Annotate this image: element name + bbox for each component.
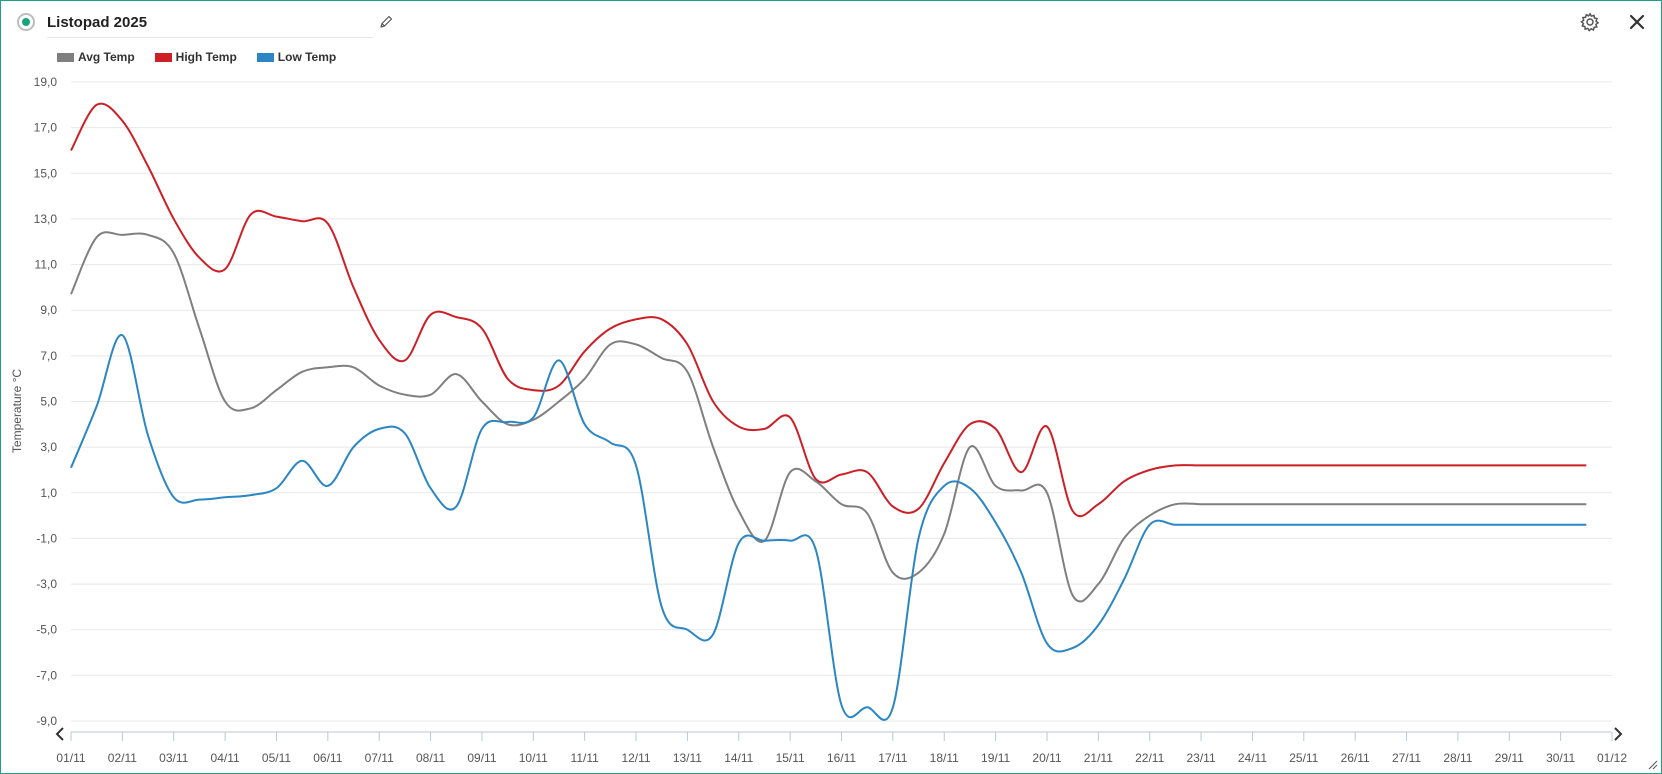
x-tick-label: 14/11 (724, 751, 753, 765)
y-tick-label: -5,0 (36, 623, 57, 637)
grid-lines (71, 81, 1612, 722)
y-tick-label: 15,0 (34, 166, 58, 180)
title-field[interactable]: Listopad 2025 (47, 11, 373, 38)
gear-icon[interactable] (1580, 12, 1600, 32)
x-tick-label: 07/11 (365, 751, 394, 765)
y-tick-label: 5,0 (40, 395, 57, 409)
legend-item[interactable]: High Temp (154, 50, 237, 64)
x-tick-label: 06/11 (313, 751, 342, 765)
x-tick-label: 25/11 (1289, 751, 1318, 765)
x-tick-label: 17/11 (878, 751, 907, 765)
chevron-right-icon[interactable] (1614, 727, 1623, 741)
panel-title: Listopad 2025 (47, 14, 148, 31)
y-tick-label: -9,0 (36, 714, 57, 728)
x-tick-label: 01/11 (56, 751, 85, 765)
y-tick-label: 7,0 (40, 349, 57, 363)
x-tick-label: 15/11 (776, 751, 805, 765)
x-tick-label: 09/11 (467, 751, 496, 765)
series-line-high-temp (70, 102, 1587, 518)
x-tick-label: 30/11 (1546, 751, 1575, 765)
chart-legend: Avg Temp High Temp Low Temp (57, 48, 356, 66)
x-tick-label: 27/11 (1392, 751, 1421, 765)
y-tick-label: 17,0 (34, 121, 58, 135)
x-tick-label: 08/11 (416, 751, 445, 765)
status-dot-icon (17, 13, 35, 31)
panel-header: Listopad 2025 (1, 1, 1661, 45)
y-axis-title: Temperature °C (10, 369, 24, 453)
y-tick-label: 19,0 (34, 75, 58, 89)
legend-label: High Temp (175, 50, 237, 64)
x-tick-label: 21/11 (1084, 751, 1113, 765)
series-line-avg-temp (70, 231, 1587, 603)
x-tick-label: 24/11 (1238, 751, 1267, 765)
y-tick-label: 13,0 (34, 212, 58, 226)
x-tick-label: 23/11 (1186, 751, 1215, 765)
axes: 19,0 17,0 15,0 13,0 11,0 9,0 7,0 5,0 3,0 1,0 -1,0 -… (34, 75, 1628, 765)
x-tick-label: 22/11 (1135, 751, 1164, 765)
x-tick-label: 05/11 (262, 751, 291, 765)
x-tick-label: 03/11 (159, 751, 188, 765)
x-tick-label: 13/11 (673, 751, 702, 765)
resize-grip-icon[interactable] (1646, 758, 1658, 770)
series-line-low-temp (70, 334, 1587, 721)
legend-label: Low Temp (277, 50, 337, 64)
x-tick-label: 28/11 (1443, 751, 1472, 765)
y-tick-label: -7,0 (36, 668, 57, 682)
pencil-icon[interactable] (378, 14, 394, 30)
y-tick-label: 1,0 (40, 486, 57, 500)
x-tick-label: 02/11 (108, 751, 137, 765)
legend-swatch (256, 52, 274, 62)
legend-swatch (57, 52, 74, 62)
legend-swatch (154, 52, 172, 62)
close-icon[interactable] (1627, 12, 1647, 32)
legend-label: Avg Temp (78, 50, 135, 64)
x-tick-label: 19/11 (981, 751, 1010, 765)
legend-item[interactable]: Low Temp (256, 50, 337, 64)
x-tick-label: 01/12 (1597, 751, 1627, 765)
x-tick-label: 29/11 (1495, 751, 1524, 765)
x-tick-label: 26/11 (1341, 751, 1370, 765)
legend-item[interactable]: Avg Temp (57, 50, 135, 64)
y-tick-label: -3,0 (36, 577, 57, 591)
x-tick-label: 04/11 (211, 751, 240, 765)
y-tick-label: 3,0 (40, 440, 57, 454)
chevron-left-icon[interactable] (55, 727, 64, 741)
x-tick-label: 12/11 (621, 751, 650, 765)
x-tick-label: 10/11 (519, 751, 548, 765)
x-tick-label: 18/11 (930, 751, 959, 765)
y-tick-label: 9,0 (40, 303, 57, 317)
y-tick-label: -1,0 (36, 531, 57, 545)
x-tick-label: 16/11 (827, 751, 856, 765)
series-lines (70, 102, 1587, 721)
y-tick-label: 11,0 (35, 258, 58, 272)
x-tick-label: 11/11 (571, 751, 600, 765)
x-tick-label: 20/11 (1032, 751, 1061, 765)
